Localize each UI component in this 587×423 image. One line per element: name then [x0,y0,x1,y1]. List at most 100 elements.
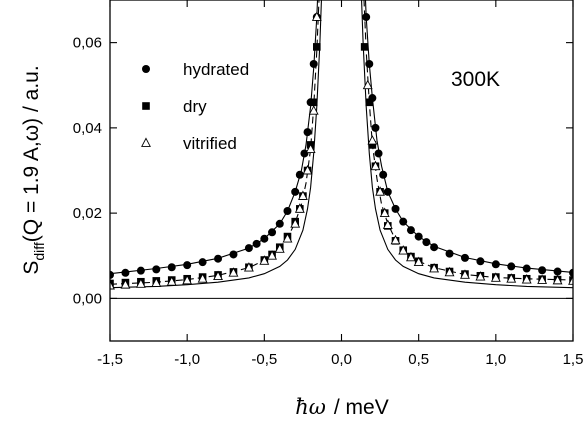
y-axis-label-sub: diff [31,242,47,261]
hydrated-point [295,170,304,179]
hydrated-point [422,238,431,247]
dry-point [110,279,114,288]
hydrated-point [252,239,261,248]
hydrated-point [198,258,207,267]
hydrated-point [460,253,469,262]
x-axis-symbol: ħω [295,395,326,419]
vitrified-point [243,262,254,272]
x-tick-label: 0,5 [408,351,429,368]
y-tick-label: 0,00 [73,290,102,307]
y-tick-label: 0,06 [73,35,102,52]
vitrified-point [228,267,239,277]
vitrified-point [375,186,386,196]
hydrated-point [538,266,547,275]
hydrated-point [300,149,309,158]
vitrified-point [362,79,373,90]
fit-curve-dashed [110,0,573,285]
dry-point [368,141,377,149]
legend-marker-hydrated [142,65,150,73]
hydrated-point [371,123,380,132]
hydrated-point [291,187,300,196]
vitrified-point [151,277,162,287]
vitrified-point [305,143,316,154]
fit-curve-solid [110,0,573,275]
vitrified-point [259,255,270,265]
x-axis-label: ħω / meV [295,395,389,419]
vitrified-point [506,273,517,283]
vitrified-point [490,272,501,282]
hydrated-point [507,262,516,271]
hydrated-point [476,257,485,266]
dry-point [313,43,321,51]
hydrated-point [136,266,145,275]
fit-curve-solid [110,0,573,289]
dry-point [365,98,374,107]
hydrated-point [268,228,277,237]
x-axis-ticks: -1,5 -1,0 -0,5 0,0 0,5 1,0 1,5 [97,0,583,368]
vitrified-point [429,262,440,273]
y-axis-label: Sdiff(Q = 1.9 A,ω) / a.u. [20,65,47,274]
dry-point [360,43,369,51]
hydrated-point [214,254,223,263]
vitrified-point [197,273,208,283]
vitrified-point [444,266,455,277]
x-tick-label: -1,5 [97,351,123,368]
vitrified-point [166,276,177,286]
vitrified-point [413,256,424,266]
vitrified-point [311,11,322,21]
x-tick-label: 1,0 [485,351,506,368]
hydrated-point [309,59,318,68]
hydrated-point [445,249,454,258]
vitrified-point [460,269,470,279]
hydrated-point [244,244,253,253]
hydrated-point [553,267,562,276]
legend-label-vitrified: vitrified [183,134,237,153]
hydrated-point [362,13,371,22]
hydrated-point [379,170,388,179]
x-axis-unit: / meV [334,396,389,419]
vitrified-point [297,190,308,200]
x-tick-label: 1,5 [563,351,584,368]
hydrated-point [406,226,415,235]
vitrified-point [367,135,378,145]
vitrified-point [308,105,319,115]
vitrified-point [213,270,223,281]
fit-curves [110,0,573,289]
legend-marker-dry [142,102,150,110]
legend-marker-vitrified [141,137,151,147]
legend-label-dry: dry [183,97,207,116]
hydrated-point [391,204,400,213]
vitrified-point [521,274,532,284]
vitrified-point [294,203,305,213]
dry-point [309,98,318,107]
vitrified-point [475,271,486,281]
hydrated-point [383,187,392,196]
vitrified-point [398,245,409,255]
hydrated-point [414,232,423,241]
hydrated-point [303,128,312,137]
plot-frame [109,0,574,342]
vitrified-point [182,274,193,285]
vitrified-point [302,164,313,175]
hydrated-point [430,243,439,252]
y-axis-label-main: S [20,261,43,275]
vitrified-point [135,278,146,288]
legend: hydrated dry vitrified [141,60,249,153]
hydrated-point [121,268,130,277]
hydrated-point [399,217,408,226]
hydrated-point [283,206,292,215]
vitrified-point [406,251,416,262]
hydrated-point [491,260,500,269]
hydrated-point [522,264,531,273]
hydrated-point [374,149,383,158]
x-tick-label: -0,5 [251,351,277,368]
hydrated-point [569,268,573,277]
temperature-annotation: 300K [451,68,500,91]
vitrified-point [568,275,573,285]
hydrated-point [275,219,284,228]
vitrified-point [274,243,285,253]
vitrified-point [290,218,301,228]
x-tick-label: -1,0 [174,351,200,368]
y-axis-ticks: 0,00 0,02 0,04 0,06 [73,35,573,307]
